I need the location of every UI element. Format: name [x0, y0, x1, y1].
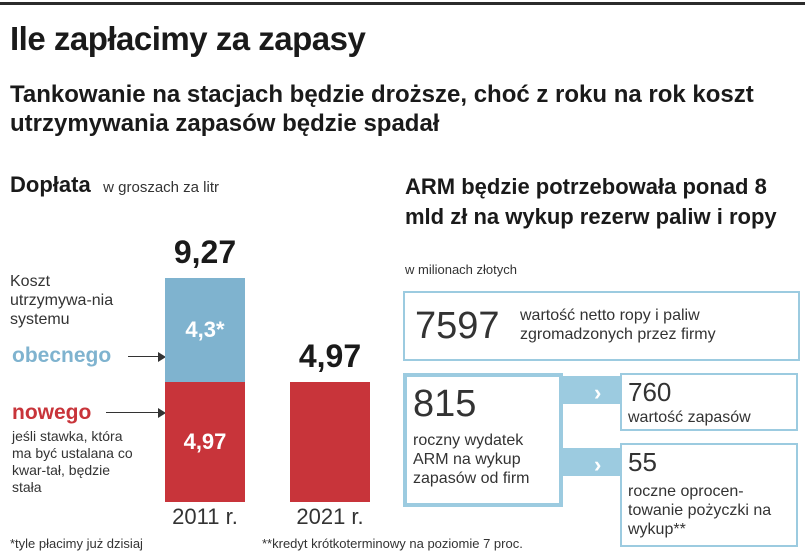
- box-wartosc: 760 wartość zapasów: [620, 373, 798, 431]
- page-title: Ile zapłacimy za zapasy: [10, 20, 366, 57]
- bar-segment-label: 4,3*: [185, 316, 225, 342]
- obecnego-label: obecnego: [12, 344, 112, 367]
- box-oprocentowanie: 55 roczne oprocen-towanie pożyczki na wy…: [620, 443, 798, 547]
- footnote-1: *tyle płacimy już dzisiaj: [10, 536, 143, 551]
- box-roczny: 815 roczny wydatek ARM na wykup zapasów …: [403, 373, 563, 507]
- chevron-right-icon: ›: [594, 452, 602, 477]
- bar-total-label: 9,27: [173, 234, 237, 270]
- category-label: 2011 r.: [172, 504, 238, 529]
- nowego-arrow: [106, 412, 162, 413]
- nowego-label: nowego: [12, 401, 92, 424]
- right-unit: w milionach złotych: [405, 262, 517, 277]
- box-netto: 7597 wartość netto ropy i paliw zgromadz…: [403, 291, 800, 361]
- box4-value: 55: [628, 447, 657, 477]
- box3-value: 760: [628, 377, 672, 407]
- obecnego-arrow: [128, 356, 162, 357]
- bar-chart: 4,97 4,3* 9,27 2011 r. 4,97 2021 r.: [150, 230, 390, 535]
- obecnego-arrow-head: [158, 352, 166, 362]
- box1-desc: wartość netto ropy i paliw zgromadzonych…: [520, 307, 716, 343]
- connector-bottom: [560, 448, 622, 476]
- bar-segment-obecnego: 4,3*: [165, 278, 245, 382]
- right-heading: ARM będzie potrzebowała ponad 8 mld zł n…: [405, 174, 777, 229]
- bar-total-label: 4,97: [298, 337, 362, 374]
- connector-top: [560, 376, 622, 404]
- bar-segment-nowego: 4,97: [165, 381, 245, 502]
- footnote-2: **kredyt krótkoterminowy na poziomie 7 p…: [262, 536, 523, 551]
- page-subtitle: Tankowanie na stacjach będzie droższe, c…: [10, 81, 754, 137]
- left-heading-row: Dopłata w groszach za litr: [10, 172, 219, 198]
- nowego-note: jeśli stawka, która ma być ustalana co k…: [12, 428, 133, 495]
- cost-label: Koszt utrzymywa-nia systemu: [10, 273, 114, 328]
- box3-desc: wartość zapasów: [628, 409, 751, 426]
- bar-segment-nowego: [290, 381, 370, 502]
- nowego-arrow-head: [158, 408, 166, 418]
- box1-value: 7597: [415, 305, 500, 347]
- chevron-right-icon: ›: [594, 380, 602, 405]
- box2-desc: roczny wydatek ARM na wykup zapasów od f…: [413, 432, 530, 487]
- top-rule: [0, 2, 805, 5]
- bar-segment-label: 4,97: [183, 428, 227, 454]
- left-heading: Dopłata: [10, 172, 91, 197]
- box4-desc: roczne oprocen-towanie pożyczki na wykup…: [628, 483, 772, 538]
- category-label: 2021 r.: [296, 504, 364, 529]
- box2-value: 815: [413, 383, 477, 425]
- left-unit: w groszach za litr: [103, 179, 220, 196]
